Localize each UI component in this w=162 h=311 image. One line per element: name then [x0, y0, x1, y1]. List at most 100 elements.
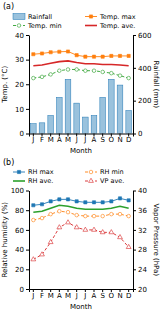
legend-label: Temp. max: [99, 13, 136, 21]
tick: S: [100, 134, 105, 145]
chart-container: (a)JFMAMJJASOND0102030400200400600MonthT…: [0, 0, 162, 311]
line-series: [32, 68, 131, 80]
panel-title: (a): [3, 2, 14, 11]
marker: [118, 212, 122, 216]
chart-svg: (a)JFMAMJJASOND0102030400200400600MonthT…: [0, 0, 162, 311]
marker: [101, 201, 104, 204]
tick-label: J: [75, 292, 78, 300]
legend-label: Rainfall: [28, 13, 52, 21]
tick: M: [48, 134, 54, 145]
marker: [92, 55, 95, 58]
marker: [74, 225, 79, 229]
marker: [92, 214, 96, 218]
bar: [126, 111, 132, 134]
tick-mark: [133, 269, 136, 270]
tick: 0: [20, 286, 29, 294]
tick: J: [31, 134, 34, 145]
tick: 30: [15, 56, 29, 64]
legend-item: Rainfall: [13, 13, 52, 21]
marker: [49, 73, 53, 77]
marker: [32, 76, 36, 80]
tick: F: [40, 289, 44, 300]
marker: [32, 204, 35, 207]
tick-mark: [133, 134, 136, 135]
legend-label: RH ave.: [28, 177, 53, 185]
bar: [65, 79, 71, 133]
marker: [110, 54, 113, 57]
tick-label: D: [126, 136, 131, 144]
tick: 0: [133, 130, 142, 138]
tick: S: [100, 289, 105, 300]
marker: [127, 214, 131, 218]
tick-mark: [133, 250, 136, 251]
tick-label: 20: [138, 286, 147, 294]
tick: 40: [15, 32, 29, 40]
marker: [32, 53, 35, 56]
tick-label: F: [40, 136, 44, 144]
marker: [40, 216, 44, 220]
bar-series: [31, 79, 132, 133]
panel-title: (b): [3, 158, 14, 167]
tick-label: 40: [138, 187, 147, 195]
tick: A: [92, 134, 97, 145]
line-series: [32, 197, 130, 207]
marker: [40, 52, 43, 55]
tick-label: M: [48, 292, 54, 300]
legend: RainfallTemp. maxTemp. minTemp. ave.: [13, 13, 136, 30]
legend-label: RH max: [28, 168, 54, 176]
bar: [48, 115, 54, 133]
tick-mark: [26, 230, 29, 231]
tick: N: [117, 134, 122, 145]
tick-label: 24: [138, 266, 147, 274]
x-axis: JFMAMJJASOND: [30, 289, 134, 300]
marker: [58, 209, 62, 213]
legend-item: RH min: [85, 168, 124, 176]
tick: 32: [133, 227, 147, 235]
tick-label: 20: [15, 81, 24, 89]
x-axis-title: Month: [70, 303, 92, 311]
tick-mark: [26, 109, 29, 110]
y-axis-title: Relative humidity (%): [1, 202, 9, 278]
tick: 200: [133, 97, 151, 105]
plot-area: [31, 197, 131, 261]
x-axis-title: Month: [70, 147, 92, 155]
y2-axis-title: Vapor Pressure (hPa): [152, 203, 160, 276]
tick: 80: [15, 207, 29, 215]
marker: [48, 239, 53, 243]
tick: J: [31, 289, 34, 300]
marker: [40, 75, 44, 79]
marker: [40, 203, 43, 206]
line: [33, 211, 128, 220]
tick-label: A: [57, 292, 62, 300]
axis-line: [133, 191, 134, 290]
tick: M: [65, 289, 71, 300]
marker: [84, 214, 88, 218]
marker: [118, 54, 121, 57]
tick-label: 0: [138, 130, 142, 138]
legend-item: Temp. ave.: [85, 22, 135, 30]
marker: [127, 54, 130, 57]
marker: [118, 235, 123, 239]
legend-swatch: [13, 180, 25, 182]
legend-marker: [17, 170, 20, 173]
marker: [49, 51, 52, 54]
tick-label: S: [100, 292, 105, 300]
tick: J: [83, 289, 86, 300]
tick: J: [75, 134, 78, 145]
tick-label: S: [100, 136, 105, 144]
legend-item: RH max: [13, 168, 54, 176]
tick-label: J: [75, 136, 78, 144]
bar: [100, 97, 106, 133]
y2-axis: 202428323640: [133, 187, 147, 293]
tick-mark: [133, 35, 136, 36]
tick-label: J: [83, 292, 86, 300]
legend-swatch: [85, 25, 97, 27]
tick-mark: [133, 101, 136, 102]
marker: [109, 230, 114, 234]
marker: [75, 68, 79, 72]
y2-axis-title: Rainfall (mm): [152, 61, 160, 109]
tick-mark: [26, 84, 29, 85]
marker: [92, 201, 95, 204]
tick-mark: [26, 250, 29, 251]
line: [33, 69, 128, 78]
